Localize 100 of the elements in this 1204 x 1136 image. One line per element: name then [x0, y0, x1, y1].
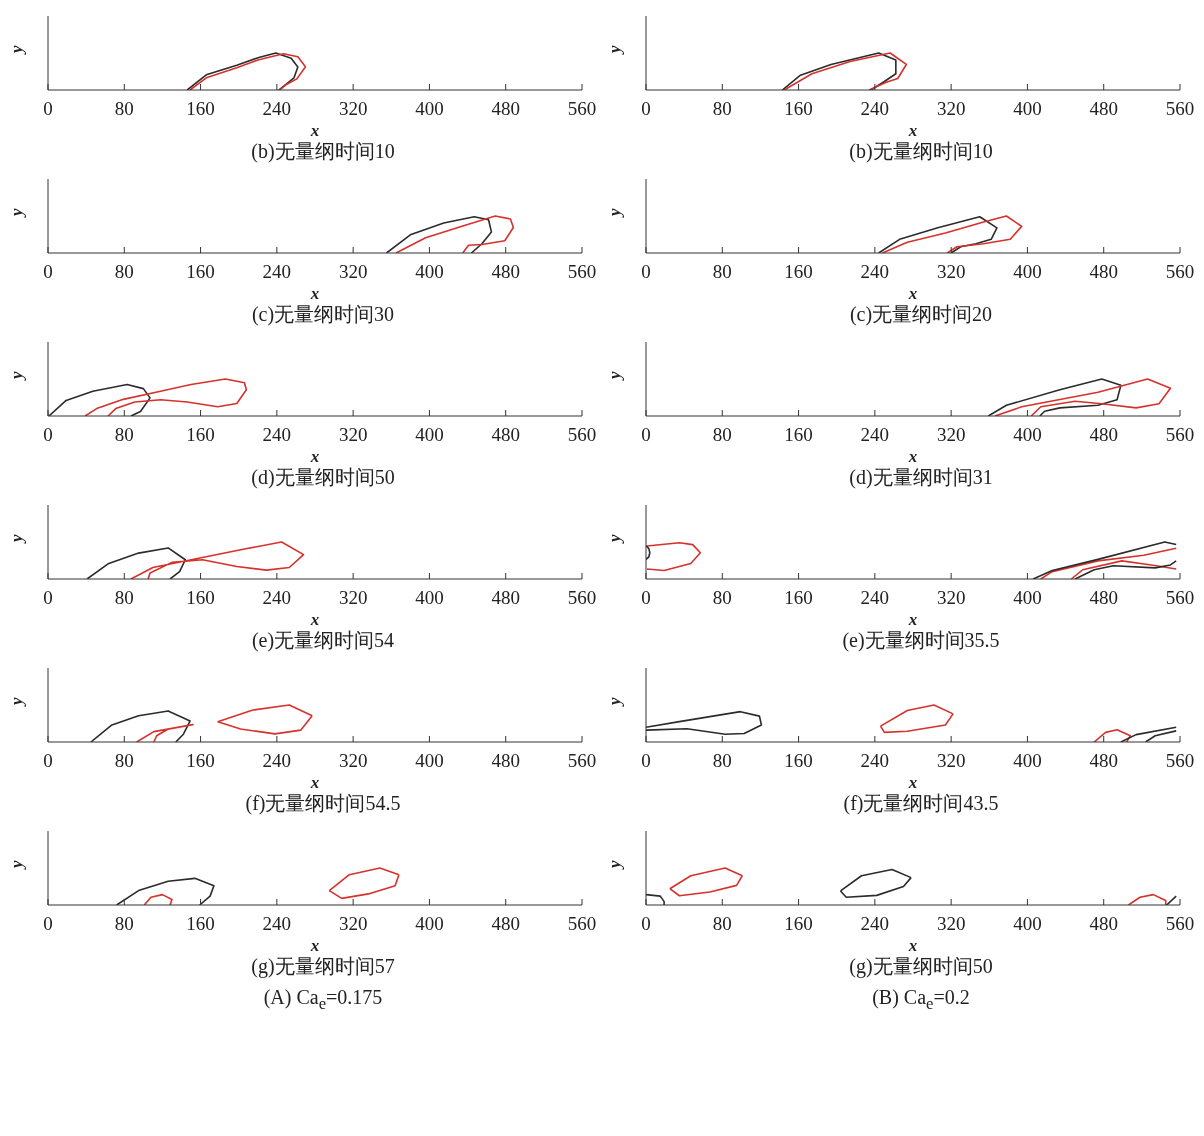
x-tick-label: 160: [186, 424, 215, 446]
y-axis-title: y: [7, 860, 27, 870]
x-tick-label: 0: [43, 750, 53, 772]
x-tick-label: 320: [338, 261, 368, 283]
x-tick-label: 480: [491, 98, 520, 120]
y-axis-title: y: [605, 45, 625, 55]
x-tick-label: 560: [567, 750, 597, 772]
text: (e)无量纲时间54: [250, 628, 396, 654]
x-tick-label: 160: [186, 587, 215, 609]
x-tick-label: 240: [262, 587, 292, 609]
x-tick-label: 240: [860, 98, 890, 120]
x-tick-label: 0: [641, 424, 651, 446]
x-tick-label: 400: [415, 587, 444, 609]
x-tick-label: 560: [1165, 750, 1195, 772]
x-tick-label: 80: [114, 424, 134, 446]
x-tick-label: 80: [114, 261, 134, 283]
x-axis-title: x: [907, 121, 918, 140]
x-tick-label: 160: [186, 98, 215, 120]
text: (A) Ca$_{e}$=0.175: [262, 986, 384, 1014]
x-tick-label: 400: [415, 98, 444, 120]
x-tick-label: 400: [1013, 261, 1042, 283]
x-tick-label: 320: [936, 424, 966, 446]
x-tick-label: 160: [186, 261, 215, 283]
x-tick-label: 560: [1165, 261, 1195, 283]
x-tick-label: 80: [114, 913, 134, 935]
x-tick-label: 320: [338, 587, 368, 609]
x-tick-label: 240: [262, 424, 292, 446]
x-axis-title: x: [309, 121, 320, 140]
x-axis-title: x: [309, 447, 320, 466]
x-tick-label: 80: [712, 261, 732, 283]
x-tick-label: 80: [712, 424, 732, 446]
x-tick-label: 480: [1089, 750, 1118, 772]
x-tick-label: 80: [712, 913, 732, 935]
x-tick-label: 480: [1089, 913, 1118, 935]
x-axis-title: x: [907, 610, 918, 629]
x-tick-label: 400: [415, 750, 444, 772]
x-tick-label: 80: [712, 98, 732, 120]
x-tick-label: 400: [1013, 750, 1042, 772]
text: (f)无量纲时间54.5: [244, 791, 402, 817]
x-axis-title: x: [907, 447, 918, 466]
x-tick-label: 400: [415, 261, 444, 283]
x-tick-label: 320: [338, 98, 368, 120]
x-tick-label: 80: [114, 750, 134, 772]
x-tick-label: 560: [567, 424, 597, 446]
text: (e)无量纲时间35.5: [841, 628, 1001, 654]
x-tick-label: 240: [262, 261, 292, 283]
x-axis-title: x: [309, 610, 320, 629]
x-tick-label: 320: [936, 913, 966, 935]
text: (d)无量纲时间31: [848, 465, 994, 490]
x-tick-label: 80: [712, 587, 732, 609]
text: (b)无量纲时间10: [848, 139, 994, 164]
x-tick-label: 480: [1089, 424, 1118, 446]
x-tick-label: 400: [415, 913, 444, 935]
x-tick-label: 400: [1013, 424, 1042, 446]
y-axis-title: y: [7, 697, 27, 707]
text: (b)无量纲时间10: [250, 139, 396, 164]
x-tick-label: 240: [860, 587, 890, 609]
x-tick-label: 480: [491, 261, 520, 283]
x-tick-label: 160: [186, 913, 215, 935]
x-tick-label: 160: [784, 261, 813, 283]
x-tick-label: 80: [114, 98, 134, 120]
y-axis-title: y: [605, 697, 625, 707]
text: (c)无量纲时间30: [250, 302, 396, 328]
text: (c)无量纲时间20: [848, 302, 994, 328]
x-axis-title: x: [907, 773, 918, 792]
y-axis-title: y: [7, 534, 27, 544]
x-tick-label: 0: [43, 261, 53, 283]
x-tick-label: 320: [936, 98, 966, 120]
x-tick-label: 560: [1165, 913, 1195, 935]
x-tick-label: 480: [1089, 261, 1118, 283]
x-tick-label: 0: [43, 424, 53, 446]
x-tick-label: 240: [860, 750, 890, 772]
x-axis-title: x: [907, 284, 918, 303]
x-tick-label: 560: [567, 587, 597, 609]
x-tick-label: 240: [860, 261, 890, 283]
x-tick-label: 320: [338, 750, 368, 772]
y-axis-title: y: [605, 534, 625, 544]
x-axis-title: x: [907, 936, 918, 955]
y-axis-title: y: [7, 208, 27, 218]
x-axis-title: x: [309, 936, 320, 955]
x-tick-label: 240: [262, 750, 292, 772]
x-tick-label: 0: [43, 587, 53, 609]
x-tick-label: 320: [936, 261, 966, 283]
x-tick-label: 160: [186, 750, 215, 772]
x-tick-label: 160: [784, 750, 813, 772]
x-tick-label: 560: [1165, 587, 1195, 609]
x-tick-label: 480: [491, 750, 520, 772]
x-tick-label: 320: [936, 750, 966, 772]
x-tick-label: 480: [1089, 98, 1118, 120]
x-tick-label: 480: [1089, 587, 1118, 609]
x-tick-label: 400: [1013, 587, 1042, 609]
x-tick-label: 320: [338, 913, 368, 935]
x-tick-label: 240: [262, 913, 292, 935]
x-tick-label: 400: [1013, 98, 1042, 120]
text: (d)无量纲时间50: [250, 465, 396, 490]
x-tick-label: 400: [1013, 913, 1042, 935]
x-tick-label: 160: [784, 587, 813, 609]
x-tick-label: 80: [712, 750, 732, 772]
x-tick-label: 160: [784, 98, 813, 120]
x-tick-label: 560: [567, 913, 597, 935]
